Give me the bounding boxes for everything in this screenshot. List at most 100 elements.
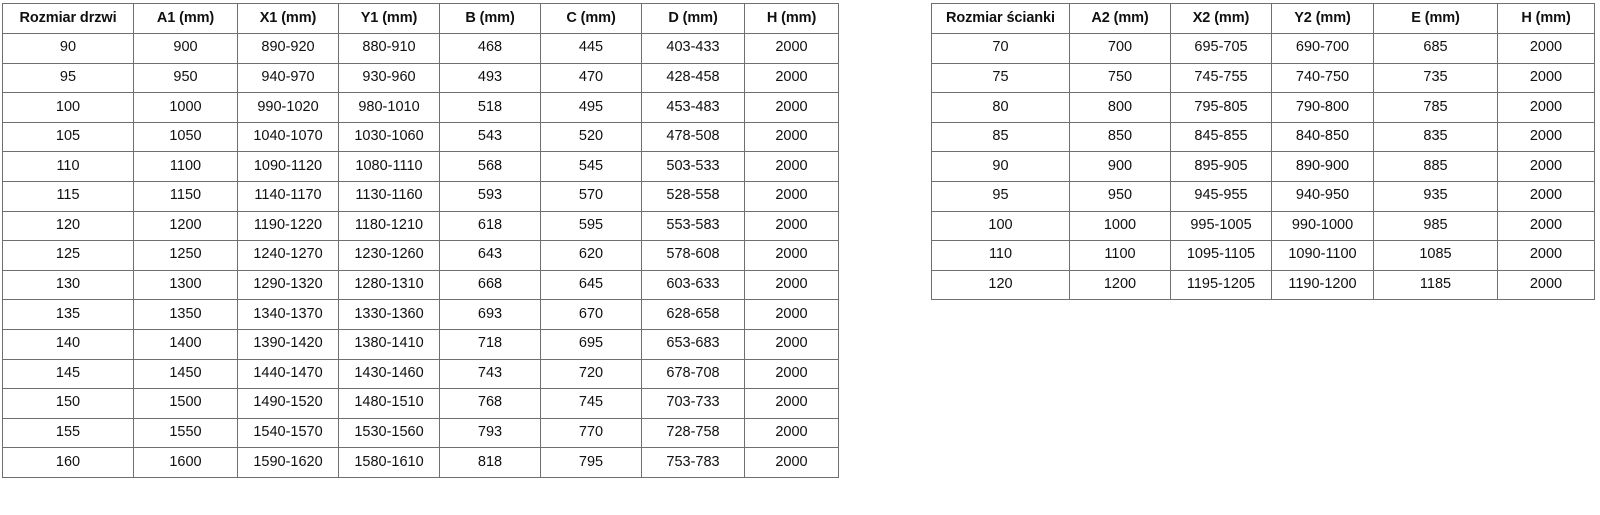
door-cell-r10-c0: 140 [2,328,134,360]
door-cell-r8-c2: 1290-1320 [237,269,339,301]
door-cell-r13-c3: 1530-1560 [338,417,440,449]
door-cell-r10-c4: 718 [439,328,541,360]
door-cell-r9-c3: 1330-1360 [338,299,440,330]
wall-size-table: Rozmiar ścianki A2 (mm) X2 (mm) Y2 (mm) E (m… [931,3,1595,301]
door-cell-r0-c4: 468 [439,33,541,64]
door-cell-r0-c2: 890-920 [237,33,339,64]
door-cell-r10-c3: 1380-1410 [338,328,440,360]
door-cell-r13-c6: 728-758 [641,417,745,449]
door-cell-r1-c4: 493 [439,62,541,94]
table-row: 145 1450 1440-1470 1430-1460 743 720 678-708 20… [2,358,839,390]
door-cell-r2-c0: 100 [2,92,134,123]
door-cell-r7-c1: 1250 [133,240,238,271]
wall-cell-r7-c5: 2000 [1497,240,1595,271]
door-cell-r8-c3: 1280-1310 [338,269,440,301]
door-cell-r5-c2: 1140-1170 [237,180,339,212]
door-cell-r2-c1: 1000 [133,92,238,123]
door-cell-r12-c2: 1490-1520 [237,388,339,419]
door-cell-r11-c0: 145 [2,358,134,390]
table-row: 115 1150 1140-1170 1130-1160 593 570 528-558 20… [2,180,839,212]
table-row: 150 1500 1490-1520 1480-1510 768 745 703-733 20… [2,388,839,419]
door-cell-r3-c5: 520 [540,121,642,153]
door-cell-r6-c3: 1180-1210 [338,210,440,242]
door-cell-r7-c2: 1240-1270 [237,240,339,271]
wall-cell-r2-c3: 790-800 [1271,92,1374,123]
door-cell-r4-c0: 110 [2,151,134,182]
door-cell-r0-c1: 900 [133,33,238,64]
door-size-table-body: 90 900 890-920 880-910 468 445 403-433 2000 95 95… [2,33,839,478]
door-col-header-5: C (mm) [540,3,642,34]
door-cell-r1-c6: 428-458 [641,62,745,94]
wall-cell-r6-c3: 990-1000 [1271,210,1374,242]
door-cell-r4-c1: 1100 [133,151,238,182]
door-cell-r2-c4: 518 [439,92,541,123]
wall-cell-r4-c1: 900 [1069,151,1171,182]
door-cell-r0-c3: 880-910 [338,33,440,64]
door-cell-r7-c6: 578-608 [641,240,745,271]
wall-cell-r0-c3: 690-700 [1271,33,1374,64]
door-col-header-0: Rozmiar drzwi [2,3,134,34]
door-cell-r12-c4: 768 [439,388,541,419]
door-cell-r3-c6: 478-508 [641,121,745,153]
door-cell-r13-c1: 1550 [133,417,238,449]
wall-cell-r3-c2: 845-855 [1170,121,1272,153]
door-cell-r10-c2: 1390-1420 [237,328,339,360]
door-cell-r2-c2: 990-1020 [237,92,339,123]
door-cell-r12-c3: 1480-1510 [338,388,440,419]
door-cell-r8-c7: 2000 [744,269,839,301]
wall-cell-r2-c1: 800 [1069,92,1171,123]
door-cell-r13-c4: 793 [439,417,541,449]
wall-cell-r3-c0: 85 [931,121,1070,153]
wall-cell-r7-c4: 1085 [1373,240,1498,271]
wall-cell-r0-c5: 2000 [1497,33,1595,64]
door-cell-r3-c0: 105 [2,121,134,153]
door-cell-r4-c6: 503-533 [641,151,745,182]
door-cell-r8-c4: 668 [439,269,541,301]
door-cell-r6-c4: 618 [439,210,541,242]
door-cell-r13-c0: 155 [2,417,134,449]
door-size-table-header: Rozmiar drzwi A1 (mm) X1 (mm) Y1 (mm) B (mm)… [2,3,839,34]
door-cell-r3-c1: 1050 [133,121,238,153]
wall-cell-r1-c5: 2000 [1497,62,1595,94]
wall-col-header-5: H (mm) [1497,3,1595,34]
door-cell-r14-c3: 1580-1610 [338,447,440,478]
door-col-header-4: B (mm) [439,3,541,34]
wall-cell-r1-c1: 750 [1069,62,1171,94]
door-cell-r3-c2: 1040-1070 [237,121,339,153]
table-row: 85 850 845-855 840-850 835 2000 [931,121,1595,153]
door-cell-r6-c1: 1200 [133,210,238,242]
wall-cell-r1-c3: 740-750 [1271,62,1374,94]
wall-cell-r6-c2: 995-1005 [1170,210,1272,242]
door-cell-r11-c5: 720 [540,358,642,390]
door-cell-r13-c2: 1540-1570 [237,417,339,449]
wall-cell-r8-c1: 1200 [1069,269,1171,301]
door-cell-r8-c1: 1300 [133,269,238,301]
table-header-row: Rozmiar drzwi A1 (mm) X1 (mm) Y1 (mm) B (mm)… [2,3,839,34]
wall-cell-r1-c0: 75 [931,62,1070,94]
door-cell-r14-c2: 1590-1620 [237,447,339,478]
wall-cell-r4-c5: 2000 [1497,151,1595,182]
door-cell-r11-c3: 1430-1460 [338,358,440,390]
door-size-table: Rozmiar drzwi A1 (mm) X1 (mm) Y1 (mm) B (mm)… [2,3,839,478]
wall-cell-r3-c1: 850 [1069,121,1171,153]
table-row: 130 1300 1290-1320 1280-1310 668 645 603-633 20… [2,269,839,301]
table-row: 140 1400 1390-1420 1380-1410 718 695 653-683 20… [2,328,839,360]
door-cell-r10-c5: 695 [540,328,642,360]
wall-cell-r5-c1: 950 [1069,180,1171,212]
wall-cell-r1-c4: 735 [1373,62,1498,94]
door-cell-r5-c7: 2000 [744,180,839,212]
door-col-header-2: X1 (mm) [237,3,339,34]
door-cell-r7-c7: 2000 [744,240,839,271]
door-cell-r9-c0: 135 [2,299,134,330]
wall-col-header-3: Y2 (mm) [1271,3,1374,34]
door-cell-r9-c1: 1350 [133,299,238,330]
door-cell-r6-c2: 1190-1220 [237,210,339,242]
wall-cell-r3-c4: 835 [1373,121,1498,153]
wall-cell-r6-c0: 100 [931,210,1070,242]
door-cell-r7-c4: 643 [439,240,541,271]
wall-col-header-2: X2 (mm) [1170,3,1272,34]
door-cell-r8-c5: 645 [540,269,642,301]
door-cell-r14-c1: 1600 [133,447,238,478]
door-cell-r14-c4: 818 [439,447,541,478]
